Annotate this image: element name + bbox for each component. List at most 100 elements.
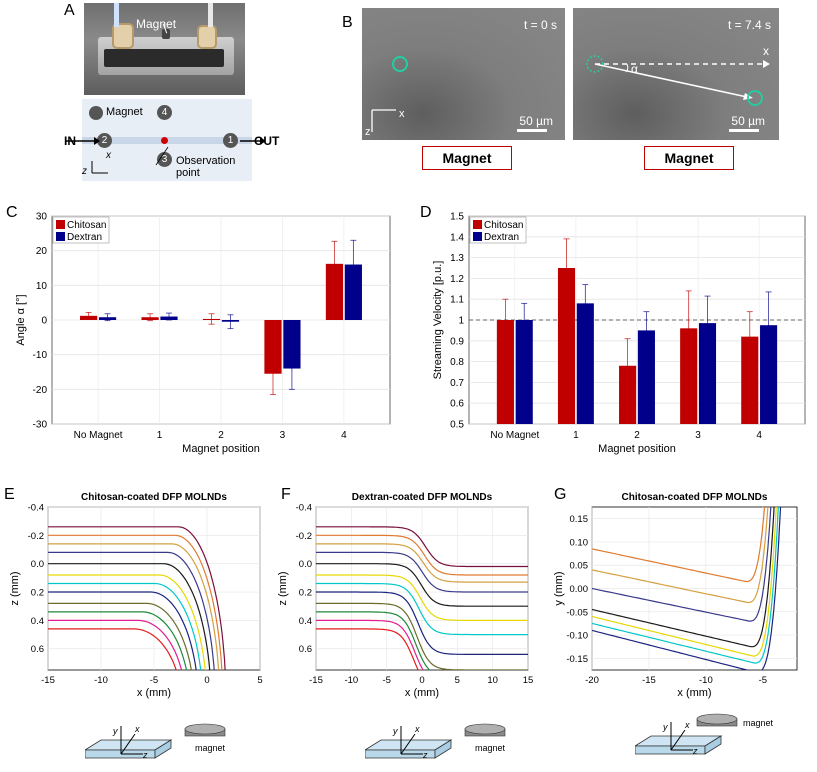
x-tick-label: -20 — [585, 675, 599, 686]
channel-arrows — [66, 137, 266, 174]
device-photo: Magnet — [84, 3, 245, 95]
legend-label: Dextran — [67, 232, 102, 243]
photo-magnet-label: Magnet — [136, 17, 177, 31]
panel-letter-f: F — [281, 486, 291, 503]
chart-title: Dextran-coated DFP MOLNDs — [352, 492, 493, 503]
y-tick-label: 0.6 — [299, 644, 312, 655]
b-x-arrow-label: x — [763, 44, 769, 58]
x-tick-label: -5 — [759, 675, 767, 686]
x-axis-label: x (mm) — [405, 687, 439, 699]
trajectory-line — [316, 611, 431, 670]
trajectory-line — [48, 611, 188, 670]
y-tick-label: -20 — [33, 385, 48, 396]
y-axis-label: Streaming Velocity [p.u.] — [432, 261, 444, 380]
y-tick-label: 0.6 — [450, 399, 464, 410]
trajectory-line — [592, 507, 769, 604]
y-tick-label: 0.10 — [570, 537, 589, 548]
chart-c: -30 -20 -10 0 10 20 30 No Magnet 1 2 3 4 ChitosanDex… — [15, 212, 391, 455]
axis-y-label: y — [112, 726, 118, 736]
y-tick-label: 1 — [458, 316, 464, 327]
chart-e: Chitosan-coated DFP MOLNDs -0.4 -0.2 0.0 0.2… — [9, 492, 263, 699]
position-3-marker: 3 — [157, 152, 172, 167]
alpha-label: α — [631, 62, 638, 76]
a-axis-z: z — [82, 166, 87, 177]
x-tick-label: -5 — [150, 675, 158, 686]
trajectories — [316, 526, 528, 670]
trajectory-line — [48, 563, 211, 670]
panel-letter-e: E — [4, 486, 15, 503]
y-axis-label: y (mm) — [553, 571, 565, 605]
trajectory-line — [48, 526, 226, 670]
legend-swatch — [56, 232, 65, 241]
bar-dextran — [576, 303, 594, 424]
y-tick-label: 0.4 — [31, 616, 44, 627]
x-tick-label: 1 — [573, 430, 579, 441]
y-tick-label: 1.2 — [450, 274, 464, 285]
trajectory-line — [48, 582, 202, 670]
magnet-top — [696, 713, 738, 725]
x-tick-label: 2 — [218, 430, 224, 441]
x-tick-label: 0 — [204, 675, 209, 686]
trajectory-line — [48, 591, 197, 670]
axis-z-label: z — [422, 750, 428, 760]
observation-point-dot — [161, 137, 168, 144]
channel-schematic: Magnet 4 2 1 3 Observation point — [82, 99, 252, 181]
y-tick-label: 0 — [41, 316, 47, 327]
bar-dextran — [515, 320, 533, 424]
y-tick-label: -0.2 — [296, 531, 312, 542]
axis-x — [400, 733, 416, 755]
a-axis-x: x — [106, 150, 111, 161]
trajectory-line — [316, 526, 528, 568]
trajectory-line — [316, 543, 528, 583]
bar-chitosan — [264, 320, 282, 374]
y-tick-label: -30 — [33, 420, 48, 431]
position-4-marker: 4 — [157, 105, 172, 120]
bar-dextran — [760, 325, 778, 424]
axis-x-label: x — [134, 724, 140, 734]
bar-chitosan — [496, 320, 514, 424]
trajectory-line — [316, 574, 528, 621]
axis-x-label: x — [414, 724, 420, 734]
bar-dextran — [637, 330, 655, 424]
schematic-g: y x z magnet — [635, 713, 774, 756]
magnet-label: magnet — [743, 718, 774, 728]
x-tick-label: -10 — [699, 675, 713, 686]
y-tick-label: 0.05 — [570, 561, 589, 572]
axis-z-label: z — [692, 746, 698, 756]
trajectory-line — [592, 507, 775, 648]
x-axis-label: x (mm) — [137, 687, 171, 699]
bar-dextran — [283, 320, 301, 369]
trajectory-line — [316, 534, 528, 576]
x-tick-label: -15 — [642, 675, 656, 686]
micrograph-t1: α x t = 7.4 s 50 µm — [573, 8, 779, 140]
x-axis-label: Magnet position — [182, 443, 260, 455]
chart-title: Chitosan-coated DFP MOLNDs — [622, 492, 768, 503]
legend-label: Chitosan — [67, 220, 106, 231]
y-tick-label: -10 — [33, 350, 48, 361]
panel-letter-b: B — [342, 14, 353, 31]
y-tick-label: 20 — [36, 246, 48, 257]
channel-side — [704, 735, 722, 755]
y-tick-label: 0.8 — [450, 357, 464, 368]
y-tick-label: 1.5 — [450, 212, 464, 223]
trajectory-line — [316, 628, 419, 670]
out-label: OUT — [254, 134, 280, 148]
magnet-label: magnet — [475, 743, 506, 753]
x-tick-label: 10 — [487, 675, 498, 686]
micrograph-t0: t = 0 s 50 µm x z — [362, 8, 565, 140]
y-tick-label: -0.10 — [566, 631, 588, 642]
magnet-legend-label: Magnet — [106, 106, 143, 118]
y-axis-label: z (mm) — [277, 571, 289, 605]
magnet-label: magnet — [195, 743, 226, 753]
x-tick-label: 0 — [419, 675, 424, 686]
scale-label-1: 50 µm — [731, 114, 765, 128]
x-tick-label: -10 — [344, 675, 358, 686]
trajectory-line — [592, 507, 777, 657]
scale-label-0: 50 µm — [519, 114, 553, 128]
trajectory-line — [316, 619, 424, 670]
axis-x-label: x — [684, 720, 690, 730]
y-tick-label: 0.7 — [450, 378, 464, 389]
bar-chitosan — [557, 268, 576, 424]
legend-label: Dextran — [484, 232, 519, 243]
